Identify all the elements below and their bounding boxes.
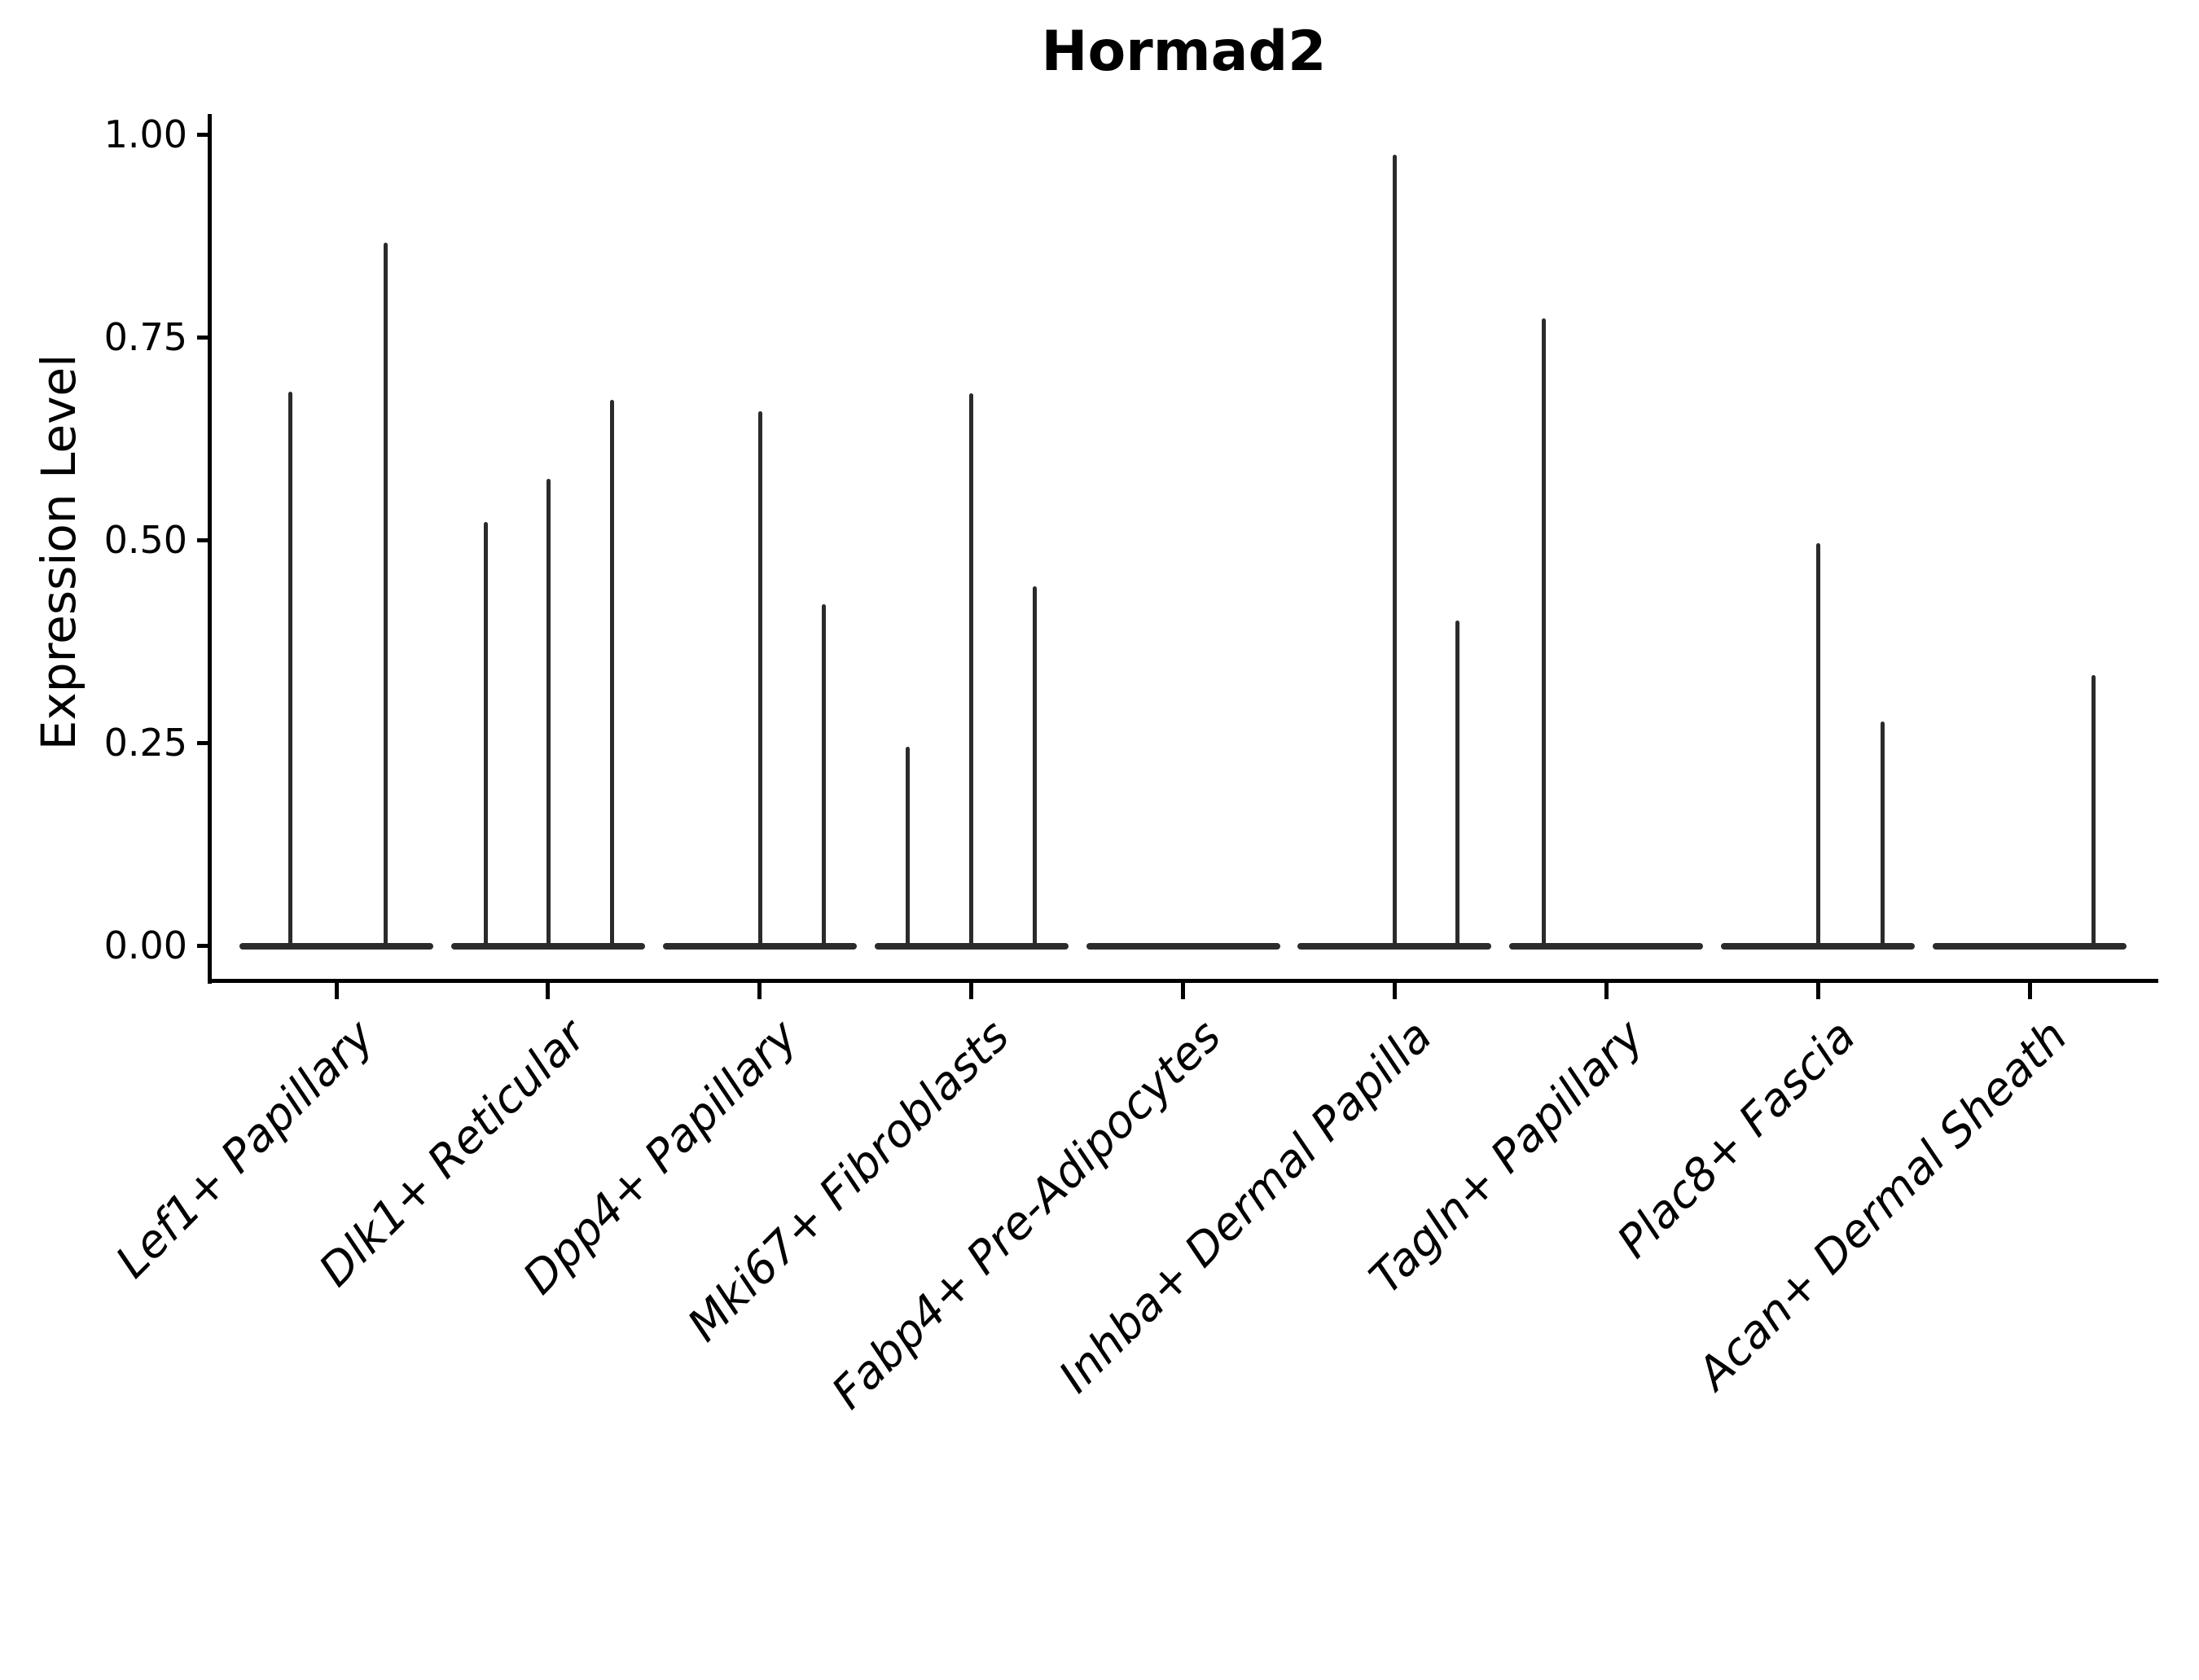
x-tick <box>546 981 551 999</box>
violin-base <box>1509 943 1704 950</box>
violin-spike <box>969 393 974 949</box>
violin-spike <box>1815 542 1820 949</box>
y-tick-label: 0.25 <box>103 721 187 765</box>
violin-spike <box>1033 586 1038 949</box>
x-tick <box>1604 981 1609 999</box>
x-tick <box>757 981 762 999</box>
y-tick-label: 0.50 <box>103 518 187 562</box>
violin-spike <box>758 410 763 949</box>
y-tick-label: 0.75 <box>103 315 187 359</box>
y-tick <box>197 335 208 340</box>
violin-spike <box>1392 154 1397 949</box>
y-axis-spine <box>208 114 212 984</box>
violin-spike <box>287 391 292 949</box>
y-tick <box>197 943 208 948</box>
violin-spike <box>906 746 911 949</box>
x-tick <box>334 981 339 999</box>
violin-plot-figure: Hormad2 Expression Level 1.00 0.75 0.50 0.2… <box>31 20 2158 1419</box>
chart-title: Hormad2 <box>1041 20 1327 84</box>
violin-spike <box>383 243 388 949</box>
x-tick <box>1181 981 1185 999</box>
x-tick <box>1392 981 1397 999</box>
violin-spike <box>1455 620 1459 949</box>
violin-spike <box>546 479 551 949</box>
violin-spike <box>1880 722 1885 949</box>
violin-spike <box>822 603 827 949</box>
violin-spike <box>610 399 615 949</box>
violin-base <box>1933 943 2127 950</box>
y-tick <box>197 537 208 542</box>
violin-base <box>239 943 433 950</box>
y-tick-label: 0.00 <box>103 923 187 967</box>
x-axis-spine <box>208 979 2158 983</box>
violin-base <box>1086 943 1280 950</box>
x-tick <box>2027 981 2032 999</box>
y-tick <box>197 132 208 137</box>
violin-spike <box>484 522 489 949</box>
violin-spike <box>1541 318 1546 949</box>
y-tick <box>197 740 208 745</box>
x-tick <box>969 981 974 999</box>
y-tick-label: 1.00 <box>103 112 187 156</box>
violin-spike <box>2091 675 2096 949</box>
x-tick <box>1815 981 1820 999</box>
